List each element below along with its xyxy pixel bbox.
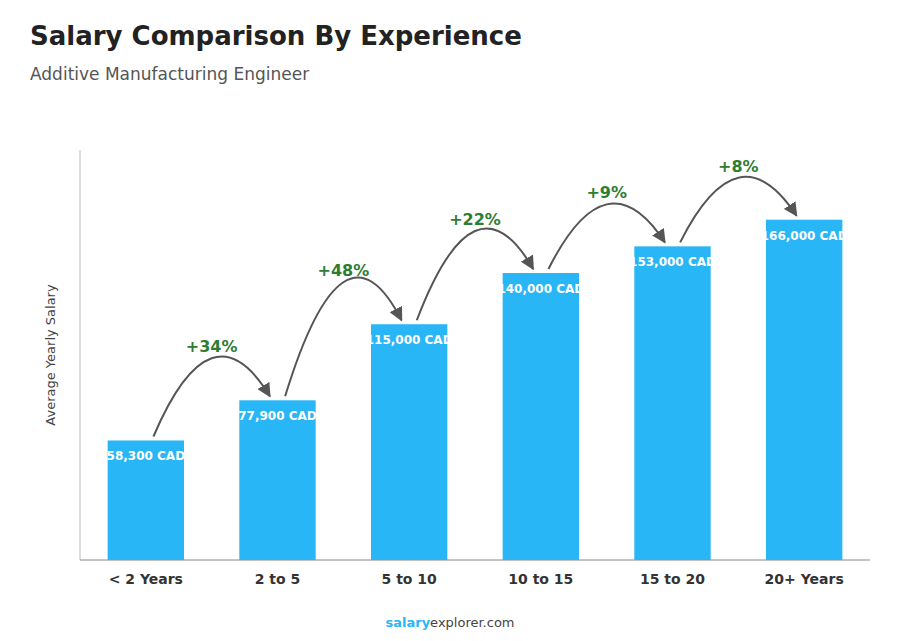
change-arrow — [285, 277, 401, 396]
change-label: +9% — [586, 183, 627, 202]
change-label: +48% — [317, 261, 369, 280]
data-label: 58,300 CAD — [107, 449, 186, 463]
x-axis-line — [80, 560, 870, 561]
change-arrow — [548, 203, 664, 269]
bar — [371, 324, 447, 560]
bar — [634, 246, 710, 560]
x-tick-label: < 2 Years — [109, 571, 183, 587]
footer: salaryexplorer.com — [385, 615, 514, 630]
footer-part: explorer.com — [430, 615, 514, 630]
data-label: 140,000 CAD — [497, 282, 584, 296]
change-label: +34% — [186, 337, 238, 356]
chart-svg: Salary Comparison By Experience Additive … — [0, 0, 900, 641]
change-arrow — [680, 177, 796, 243]
subtitle: Additive Manufacturing Engineer — [30, 64, 309, 84]
data-label: 166,000 CAD — [761, 229, 848, 243]
x-tick-label: 15 to 20 — [640, 571, 705, 587]
change-arrow — [417, 228, 533, 320]
change-label: +22% — [449, 210, 501, 229]
x-tick-label: 5 to 10 — [382, 571, 438, 587]
change-label: +8% — [718, 157, 759, 176]
y-axis-line — [80, 150, 81, 560]
x-tick-label: 10 to 15 — [508, 571, 573, 587]
data-label: 77,900 CAD — [238, 409, 317, 423]
bars — [108, 220, 843, 560]
data-label: 115,000 CAD — [366, 333, 453, 347]
x-tick-label: 20+ Years — [765, 571, 844, 587]
bar — [503, 273, 579, 560]
title: Salary Comparison By Experience — [30, 21, 522, 51]
chart-container: Salary Comparison By Experience Additive … — [0, 0, 900, 641]
footer-part: salary — [385, 615, 430, 630]
bar — [766, 220, 842, 560]
x-tick-label: 2 to 5 — [255, 571, 301, 587]
y-axis-label: Average Yearly Salary — [43, 284, 58, 426]
change-arrow — [153, 357, 269, 437]
data-label: 153,000 CAD — [629, 255, 716, 269]
bar — [239, 400, 315, 560]
